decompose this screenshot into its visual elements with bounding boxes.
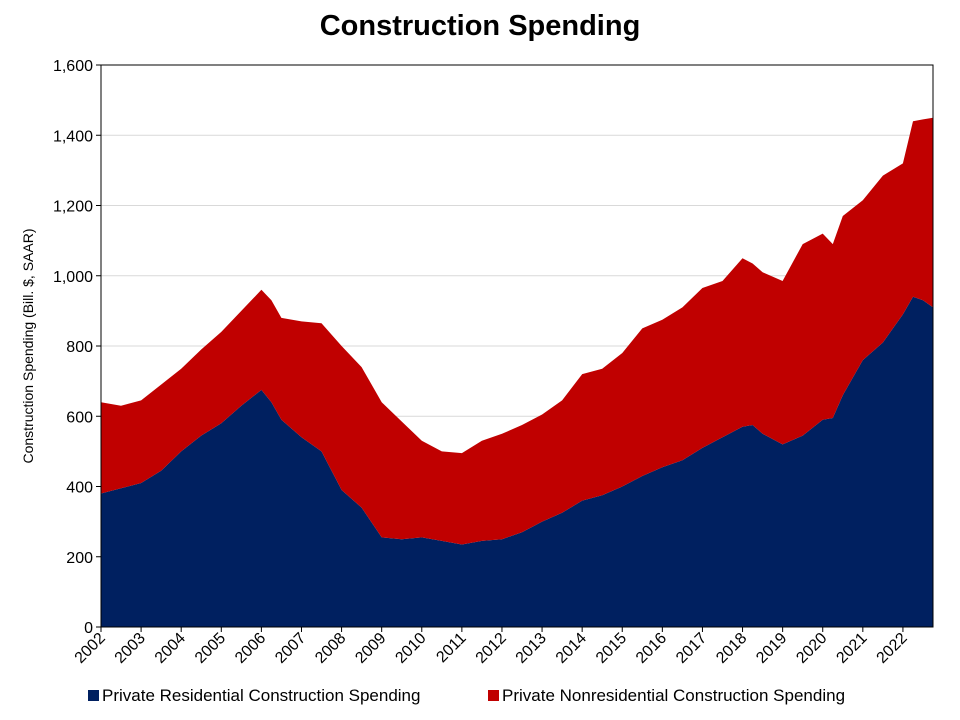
x-tick-label: 2012 [473, 630, 510, 667]
y-tick-label: 200 [66, 550, 93, 567]
x-tick-label: 2008 [312, 630, 349, 667]
x-tick-label: 2022 [874, 630, 911, 667]
x-tick-label: 2010 [392, 630, 429, 667]
legend-label: Private Residential Construction Spendin… [102, 686, 420, 705]
legend-label: Private Nonresidential Construction Spen… [502, 686, 845, 705]
x-tick-label: 2005 [192, 630, 229, 667]
y-tick-label: 1,200 [53, 199, 93, 216]
x-tick-label: 2003 [112, 630, 149, 667]
x-tick-label: 2020 [793, 630, 830, 667]
x-tick-label: 2004 [152, 630, 189, 667]
area-layer [101, 117, 933, 627]
y-tick-label: 400 [66, 480, 93, 497]
x-tick-label: 2019 [753, 630, 790, 667]
area-series-1 [101, 296, 933, 627]
y-tick-label: 800 [66, 339, 93, 356]
x-tick-label: 2009 [352, 630, 389, 667]
x-tick-label: 2015 [593, 630, 630, 667]
x-tick-label: 2011 [433, 630, 469, 666]
x-tick-label: 2021 [833, 630, 870, 667]
x-tick-label: 2017 [673, 630, 710, 667]
y-tick-label: 1,600 [53, 58, 93, 75]
x-axis: 2002 2003 2004 2005 2006 2007 2008 2009 2010 2011… [72, 627, 911, 667]
x-tick-label: 2002 [72, 630, 109, 667]
y-tick-label: 1,000 [53, 269, 93, 286]
y-axis-label: Construction Spending (Bill. $, SAAR) [20, 229, 36, 464]
area-series-2 [101, 117, 933, 545]
legend-swatch [488, 690, 499, 701]
x-tick-label: 2006 [232, 630, 269, 667]
x-tick-label: 2013 [513, 630, 550, 667]
y-tick-label: 1,400 [53, 128, 93, 145]
y-axis: 0 200 400 600 800 1,000 1,200 1,400 1,600 [53, 58, 101, 637]
legend: Private Residential Construction Spendin… [88, 686, 845, 705]
y-tick-label: 0 [84, 620, 93, 637]
x-tick-label: 2018 [713, 630, 750, 667]
y-tick-label: 600 [66, 409, 93, 426]
legend-swatch [88, 690, 99, 701]
chart-title: Construction Spending [319, 10, 641, 42]
x-tick-label: 2016 [633, 630, 670, 667]
x-tick-label: 2014 [553, 630, 590, 667]
x-tick-label: 2007 [272, 630, 309, 667]
